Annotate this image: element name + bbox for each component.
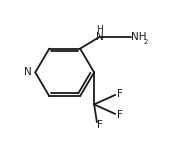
Text: F: F xyxy=(117,110,122,120)
Text: H: H xyxy=(96,25,103,34)
Text: N: N xyxy=(24,67,31,77)
Text: F: F xyxy=(117,89,122,99)
Text: 2: 2 xyxy=(144,38,148,45)
Text: N: N xyxy=(96,32,104,42)
Text: NH: NH xyxy=(131,32,146,42)
Text: F: F xyxy=(97,120,103,130)
